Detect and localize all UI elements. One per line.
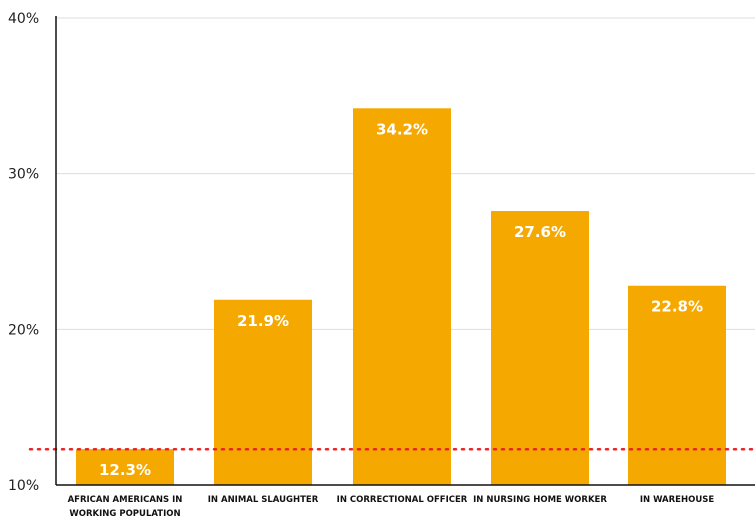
x-category-label: IN WAREHOUSE bbox=[640, 495, 715, 505]
bar-value-label: 22.8% bbox=[651, 298, 703, 316]
y-tick-label: 40% bbox=[8, 11, 39, 27]
y-tick-labels: 10% 20% 30% 40% bbox=[8, 11, 39, 494]
bar bbox=[214, 299, 312, 485]
x-category-label: IN ANIMAL SLAUGHTER bbox=[208, 495, 319, 505]
x-category-labels: AFRICAN AMERICANS IN WORKING POPULATION IN… bbox=[68, 495, 715, 519]
x-category-label: IN NURSING HOME WORKER bbox=[473, 495, 607, 505]
x-category-label-line: AFRICAN AMERICANS IN bbox=[68, 495, 183, 505]
bar bbox=[628, 285, 726, 485]
axes bbox=[55, 16, 755, 486]
x-category-label-line: IN NURSING HOME WORKER bbox=[473, 495, 607, 505]
bar bbox=[76, 449, 174, 485]
bar-value-label: 34.2% bbox=[376, 120, 428, 138]
x-category-label: AFRICAN AMERICANS IN WORKING POPULATION bbox=[68, 495, 183, 519]
y-tick-label: 20% bbox=[8, 322, 39, 338]
bar bbox=[491, 211, 589, 485]
x-category-label-line: IN CORRECTIONAL OFFICER bbox=[337, 495, 468, 505]
bar-value-label: 27.6% bbox=[514, 223, 566, 241]
bar bbox=[353, 108, 451, 485]
x-category-label-line: IN WAREHOUSE bbox=[640, 495, 715, 505]
y-tick-label: 10% bbox=[8, 478, 39, 494]
x-category-label-line: IN ANIMAL SLAUGHTER bbox=[208, 495, 319, 505]
x-category-label-line: WORKING POPULATION bbox=[69, 509, 180, 519]
bars bbox=[76, 108, 726, 485]
y-tick-label: 30% bbox=[8, 167, 39, 183]
bar-value-label: 21.9% bbox=[237, 312, 289, 330]
value-labels: 12.3% 21.9% 34.2% 27.6% 22.8% bbox=[99, 120, 703, 479]
bar-value-label: 12.3% bbox=[99, 461, 151, 479]
x-category-label: IN CORRECTIONAL OFFICER bbox=[337, 495, 468, 505]
